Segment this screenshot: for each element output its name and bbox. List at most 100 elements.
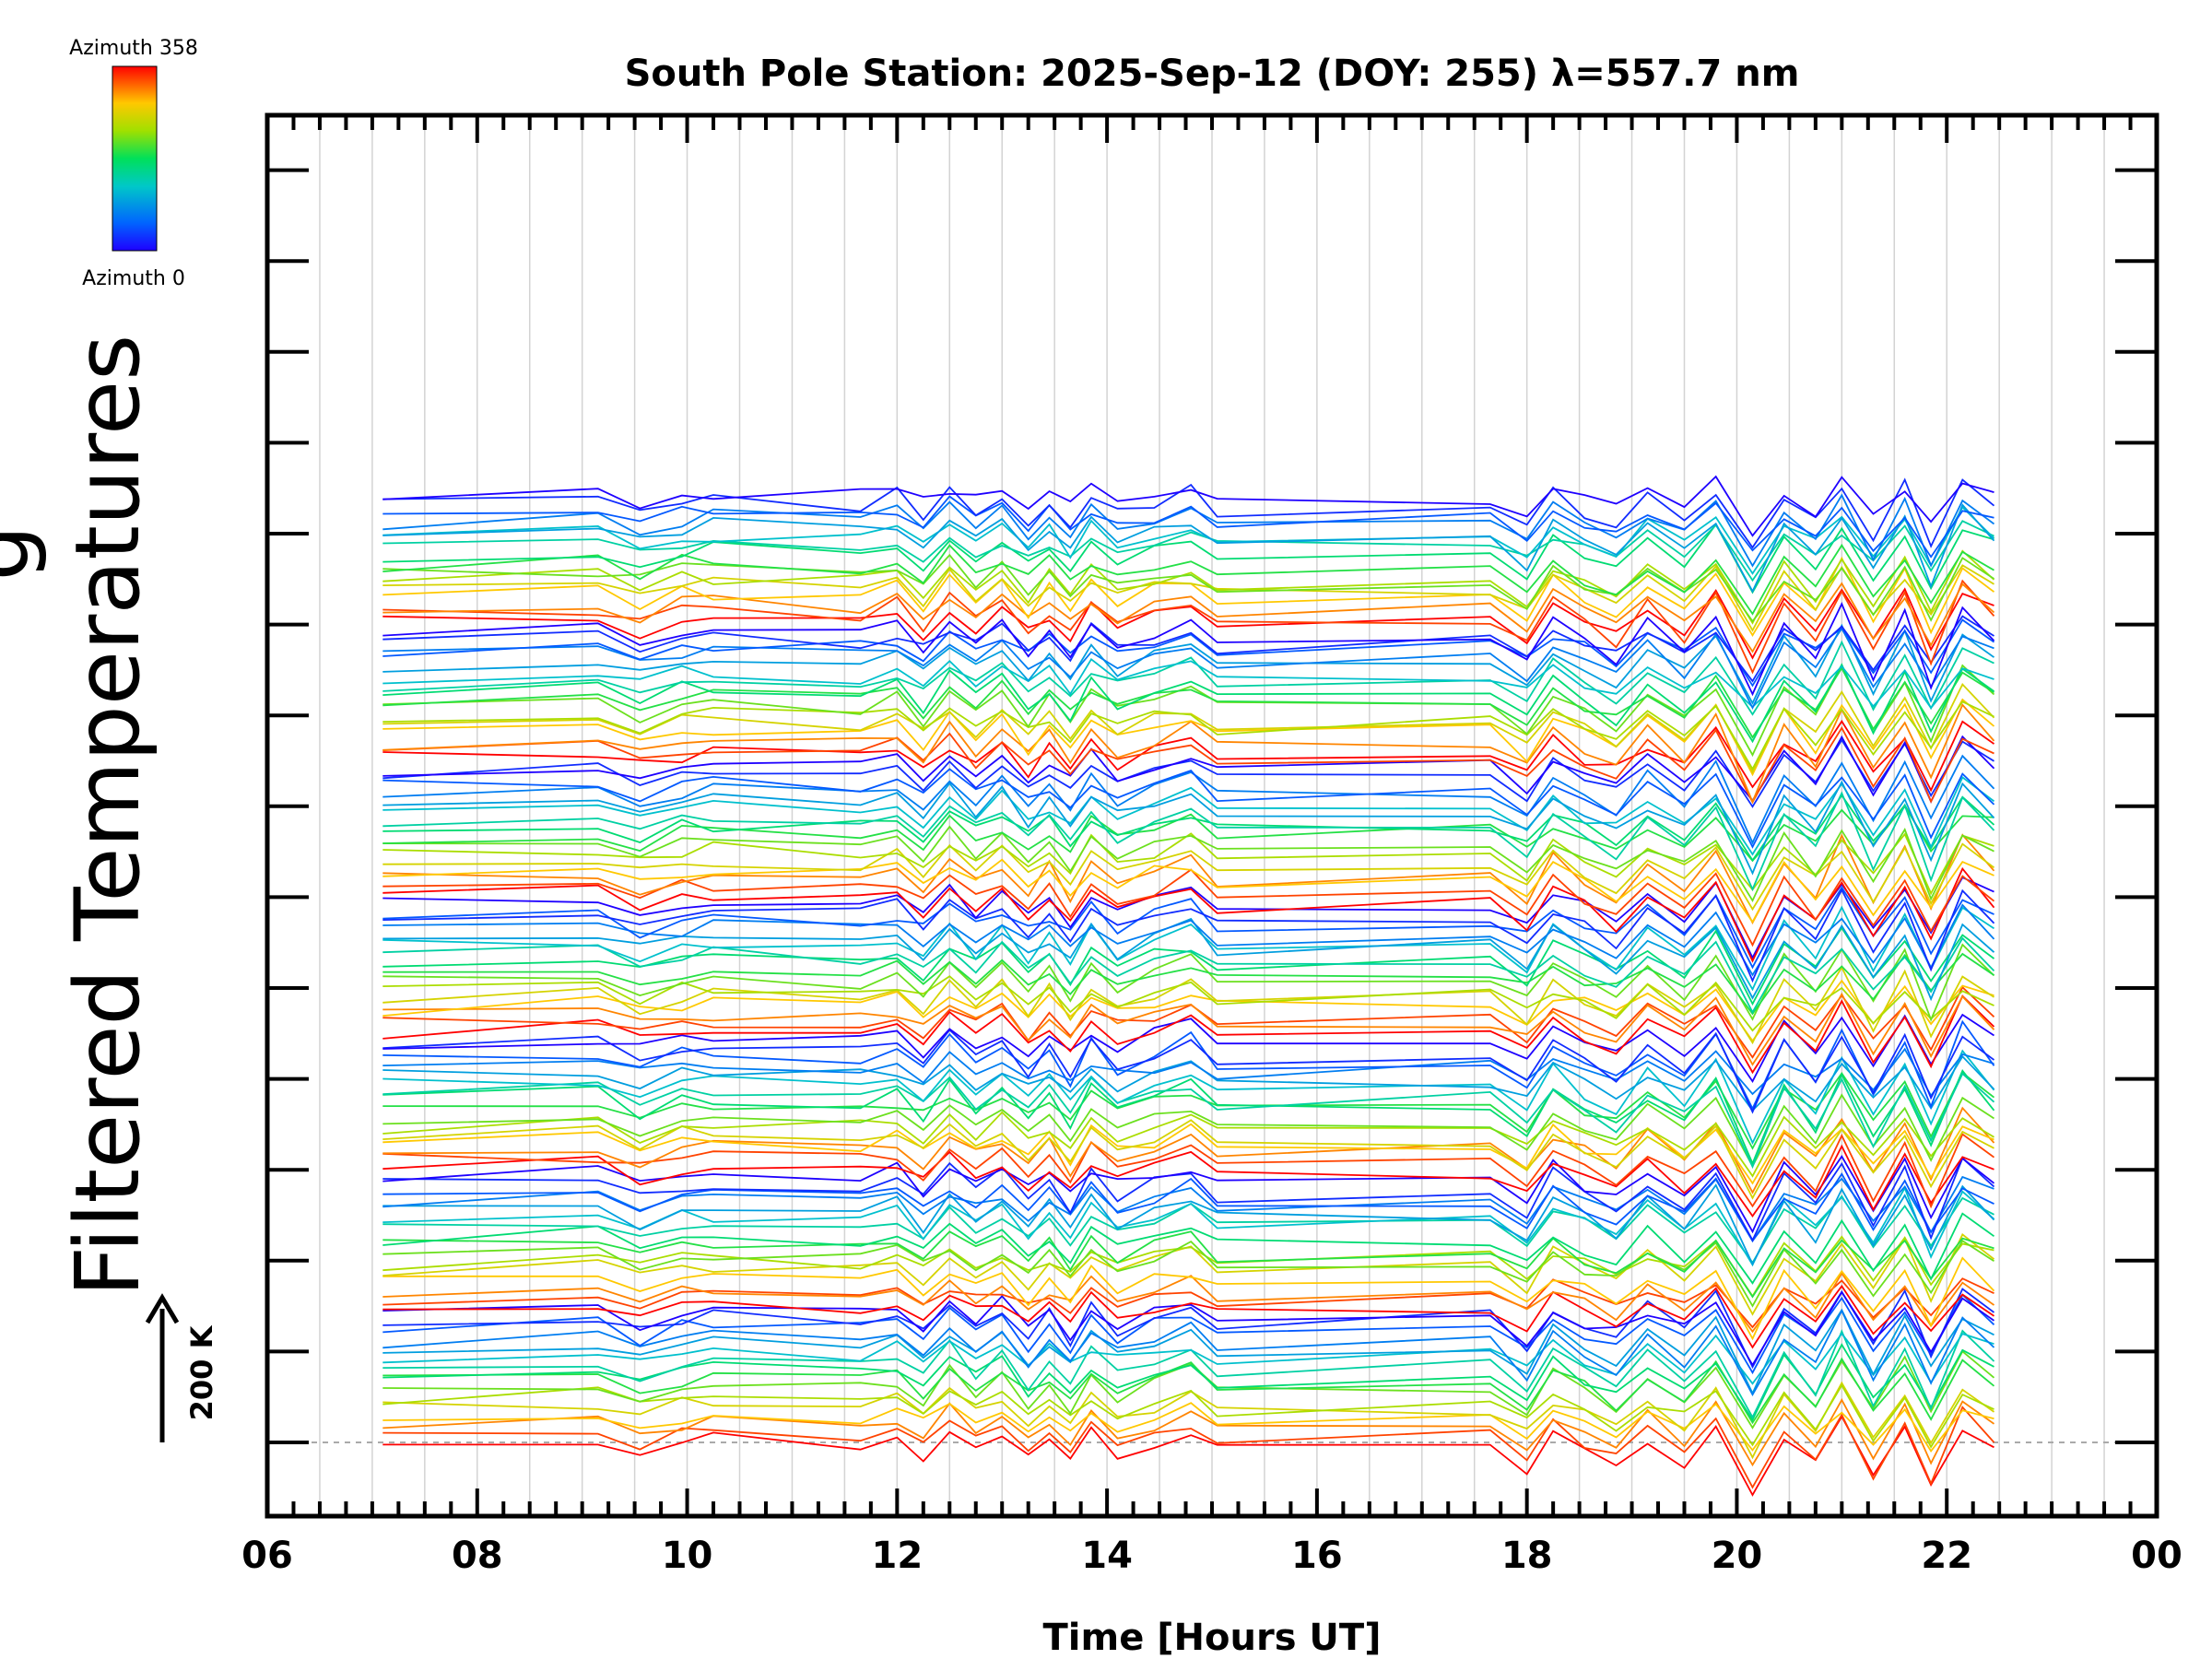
- series-line: [382, 564, 1994, 632]
- series-line: [382, 1240, 1994, 1308]
- x-tick-label: 10: [662, 1535, 713, 1577]
- series-line: [382, 1329, 1995, 1419]
- series-line: [382, 754, 1995, 845]
- x-tick-label: 14: [1081, 1535, 1133, 1577]
- series-line: [382, 1406, 1995, 1489]
- series-line: [382, 1277, 1994, 1329]
- scale-bar: 200 K: [145, 1293, 219, 1442]
- series-line: [382, 833, 1995, 924]
- x-tick-label: 18: [1501, 1535, 1553, 1577]
- series-line: [382, 719, 1995, 793]
- series-line: [382, 601, 1995, 697]
- x-tick-label: 20: [1712, 1535, 1763, 1577]
- series-line: [382, 994, 1995, 1075]
- series-line: [382, 1119, 1994, 1200]
- series-line: [382, 553, 1994, 623]
- series-line: [382, 1271, 1995, 1334]
- x-tick-label: 16: [1291, 1535, 1343, 1577]
- series-line: [382, 1383, 1994, 1449]
- series-line: [382, 780, 1995, 876]
- series-line: [382, 700, 1994, 771]
- axis-ticks: 06 08 10 12 14 16 18 20 22 00: [241, 115, 2183, 1577]
- series-line: [382, 1230, 1994, 1299]
- series-line: [382, 1308, 1995, 1397]
- y-axis-label-fragment: g: [0, 525, 49, 582]
- series-line: [382, 523, 1994, 594]
- series-line: [382, 858, 1994, 924]
- series-line: [382, 1398, 1995, 1467]
- series-line: [382, 1157, 1995, 1242]
- colorbar-top-label: Azimuth 358: [69, 37, 198, 60]
- series-line: [382, 623, 1995, 705]
- series-line: [382, 1183, 1995, 1266]
- series-line: [382, 505, 1995, 575]
- series-line: [382, 477, 1995, 549]
- x-axis-label: Time [Hours UT]: [1043, 1617, 1382, 1659]
- series-line: [382, 1171, 1994, 1242]
- series-line: [382, 1235, 1994, 1298]
- series-line: [382, 936, 1995, 1015]
- x-tick-label: 08: [452, 1535, 503, 1577]
- series-line: [382, 582, 1995, 653]
- series-line: [382, 587, 1994, 660]
- series-line: [382, 1194, 1994, 1265]
- series-line: [382, 917, 1995, 1002]
- series-line: [382, 975, 1994, 1032]
- series-line: [382, 1308, 1994, 1395]
- x-tick-label: 22: [1921, 1535, 1972, 1577]
- series-line: [382, 888, 1995, 983]
- series-line: [382, 1072, 1995, 1170]
- series-line: [382, 943, 1995, 1022]
- series-line: [382, 1013, 1994, 1083]
- series-line: [382, 1093, 1994, 1169]
- series-line: [382, 791, 1995, 892]
- x-tick-label: 12: [871, 1535, 923, 1577]
- series-line: [382, 1332, 1994, 1385]
- series-line: [382, 903, 1995, 977]
- series-line: [382, 663, 1995, 744]
- series-line: [382, 1175, 1994, 1243]
- series-line: [382, 627, 1994, 711]
- series-line: [382, 503, 1995, 594]
- series-line: [382, 825, 1994, 902]
- series-line: [382, 735, 1995, 804]
- x-tick-label: 06: [241, 1535, 293, 1577]
- series-line: [382, 475, 1994, 537]
- chart-title: South Pole Station: 2025-Sep-12 (DOY: 25…: [625, 53, 1800, 95]
- series-line: [382, 618, 1995, 688]
- colorbar-gradient: [112, 65, 158, 252]
- series-line: [382, 868, 1995, 947]
- series-line: [382, 992, 1995, 1066]
- y-axis-label: Filtered Temperatures: [56, 335, 159, 1297]
- series-line: [382, 1284, 1995, 1349]
- series-line: [382, 794, 1995, 863]
- series-line: [382, 1402, 1994, 1453]
- series-line: [382, 1290, 1995, 1367]
- series-line: [382, 664, 1995, 758]
- series-line: [382, 682, 1995, 774]
- series-line: [382, 1288, 1995, 1370]
- series-line: [382, 1123, 1994, 1185]
- series-line: [382, 1069, 1995, 1166]
- series-line: [382, 768, 1995, 849]
- series-line: [382, 866, 1995, 963]
- scale-arrow-head: [145, 1293, 180, 1324]
- series-lines: [382, 475, 1995, 1497]
- series-line: [382, 1133, 1995, 1209]
- series-line: [382, 1111, 1994, 1178]
- series-line: [382, 579, 1995, 675]
- series-line: [382, 698, 1995, 777]
- series-line: [382, 952, 1995, 1016]
- series-line: [382, 726, 1994, 805]
- series-line: [382, 979, 1994, 1042]
- colorbar-bottom-label: Azimuth 0: [82, 267, 185, 290]
- series-line: [382, 1256, 1995, 1341]
- series-line: [382, 1029, 1995, 1114]
- x-tick-label: 00: [2131, 1535, 2183, 1577]
- series-line: [382, 543, 1994, 616]
- series-line: [382, 1232, 1995, 1316]
- series-line: [382, 1185, 1995, 1267]
- series-line: [382, 1144, 1994, 1218]
- series-line: [382, 775, 1995, 856]
